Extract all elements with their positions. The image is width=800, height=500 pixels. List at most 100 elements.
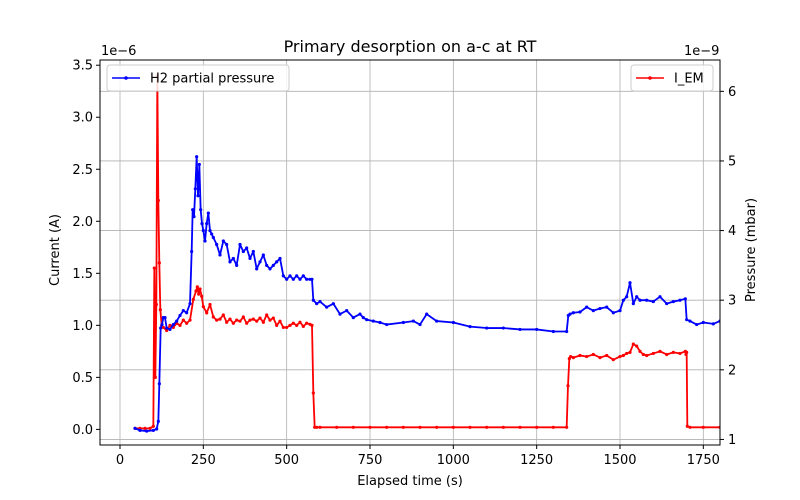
data-point-i-em bbox=[688, 425, 692, 429]
data-point-i-em bbox=[315, 425, 319, 429]
data-point-i-em bbox=[225, 320, 229, 324]
data-point-i-em bbox=[351, 425, 355, 429]
data-point-h2-partial-pressure bbox=[196, 194, 200, 198]
data-point-h2-partial-pressure bbox=[199, 208, 203, 212]
data-point-i-em bbox=[598, 355, 602, 360]
data-point-h2-partial-pressure bbox=[598, 306, 602, 311]
data-point-i-em bbox=[241, 315, 245, 319]
data-point-h2-partial-pressure bbox=[578, 310, 582, 314]
data-point-h2-partial-pressure bbox=[618, 309, 622, 313]
data-point-h2-partial-pressure bbox=[318, 299, 322, 304]
data-point-i-em bbox=[211, 315, 215, 319]
data-point-h2-partial-pressure bbox=[468, 325, 472, 329]
data-point-h2-partial-pressure bbox=[278, 256, 282, 261]
data-point-h2-partial-pressure bbox=[200, 222, 204, 226]
data-point-i-em bbox=[485, 425, 489, 429]
x-tick-label: 500 bbox=[274, 453, 299, 468]
data-point-i-em bbox=[151, 424, 155, 428]
data-point-i-em bbox=[218, 317, 222, 321]
data-point-h2-partial-pressure bbox=[621, 298, 625, 302]
data-point-h2-partial-pressure bbox=[185, 311, 189, 315]
ticks: 0 250 500 750 1000 1250 1500 1750 0.0 0.5 1.0 1.5 2.… bbox=[72, 59, 736, 468]
data-point-h2-partial-pressure bbox=[145, 429, 149, 433]
data-point-h2-partial-pressure bbox=[288, 274, 292, 278]
data-point-i-em bbox=[621, 353, 625, 358]
data-point-i-em bbox=[638, 349, 642, 353]
data-point-h2-partial-pressure bbox=[628, 281, 632, 285]
data-point-h2-partial-pressure bbox=[211, 235, 215, 240]
data-point-h2-partial-pressure bbox=[501, 326, 505, 330]
data-point-i-em bbox=[181, 318, 185, 322]
data-point-h2-partial-pressure bbox=[238, 242, 242, 247]
data-point-i-em bbox=[281, 325, 285, 330]
data-point-i-em bbox=[238, 319, 242, 323]
x-tick-label: 1250 bbox=[520, 453, 553, 468]
data-point-h2-partial-pressure bbox=[193, 187, 197, 191]
data-point-i-em bbox=[201, 305, 205, 309]
data-point-i-em bbox=[566, 384, 570, 388]
data-point-i-em bbox=[198, 287, 202, 291]
data-point-i-em bbox=[188, 318, 192, 322]
data-point-h2-partial-pressure bbox=[218, 253, 222, 257]
left-y-tick-label: 2.5 bbox=[72, 163, 93, 178]
data-point-i-em bbox=[194, 289, 198, 293]
grid-lines bbox=[100, 60, 720, 445]
data-point-h2-partial-pressure bbox=[295, 274, 299, 278]
data-point-h2-partial-pressure bbox=[255, 267, 259, 271]
data-point-h2-partial-pressure bbox=[261, 253, 265, 257]
data-point-i-em bbox=[278, 319, 282, 323]
data-point-h2-partial-pressure bbox=[195, 155, 199, 159]
data-point-i-em bbox=[156, 198, 160, 203]
legend-right-marker bbox=[648, 76, 652, 80]
data-point-i-em bbox=[197, 292, 201, 296]
data-point-i-em bbox=[518, 425, 522, 429]
data-point-i-em bbox=[228, 317, 232, 321]
data-point-i-em bbox=[285, 325, 289, 330]
plot-frame bbox=[99, 59, 721, 446]
data-point-i-em bbox=[435, 425, 439, 429]
data-point-h2-partial-pressure bbox=[138, 428, 142, 432]
data-point-h2-partial-pressure bbox=[325, 305, 329, 309]
data-point-h2-partial-pressure bbox=[551, 329, 555, 334]
data-point-i-em bbox=[221, 313, 225, 317]
data-point-i-em bbox=[255, 319, 259, 323]
data-point-i-em bbox=[185, 321, 189, 325]
data-point-h2-partial-pressure bbox=[197, 162, 201, 167]
data-point-h2-partial-pressure bbox=[625, 295, 629, 299]
data-point-h2-partial-pressure bbox=[571, 311, 575, 315]
legend-left-box bbox=[106, 64, 290, 92]
x-axis-label: Elapsed time (s) bbox=[357, 474, 463, 489]
data-point-i-em bbox=[208, 302, 212, 307]
data-point-i-em bbox=[165, 328, 169, 333]
data-point-i-em bbox=[258, 316, 262, 320]
legend-right-box bbox=[630, 64, 714, 92]
data-point-h2-partial-pressure bbox=[203, 239, 207, 243]
data-point-i-em bbox=[631, 342, 635, 346]
data-point-i-em bbox=[625, 351, 629, 356]
data-point-h2-partial-pressure bbox=[215, 242, 219, 247]
data-point-h2-partial-pressure bbox=[281, 274, 285, 278]
right-y-tick-label: 6 bbox=[728, 85, 736, 100]
x-tick-label: 0 bbox=[116, 453, 124, 468]
left-y-tick-label: 1.0 bbox=[72, 319, 93, 334]
data-point-h2-partial-pressure bbox=[168, 327, 172, 332]
series-h2-partial-pressure bbox=[133, 155, 720, 433]
data-point-h2-partial-pressure bbox=[171, 322, 175, 327]
data-point-h2-partial-pressure bbox=[241, 249, 245, 254]
data-point-h2-partial-pressure bbox=[378, 320, 382, 325]
right-y-tick-label: 5 bbox=[728, 154, 736, 169]
data-point-i-em bbox=[310, 323, 314, 327]
data-point-h2-partial-pressure bbox=[235, 263, 239, 267]
left-axis-offset-label: 1e−6 bbox=[101, 44, 136, 59]
data-point-h2-partial-pressure bbox=[192, 215, 196, 219]
left-y-tick-label: 0.5 bbox=[72, 371, 93, 386]
data-point-i-em bbox=[295, 323, 299, 327]
data-point-i-em bbox=[535, 425, 539, 429]
data-point-i-em bbox=[248, 318, 252, 322]
data-point-h2-partial-pressure bbox=[298, 277, 302, 281]
data-point-h2-partial-pressure bbox=[683, 297, 687, 301]
data-point-h2-partial-pressure bbox=[175, 319, 179, 323]
data-point-i-em bbox=[291, 321, 295, 325]
data-point-h2-partial-pressure bbox=[221, 239, 225, 243]
data-point-h2-partial-pressure bbox=[315, 302, 319, 306]
